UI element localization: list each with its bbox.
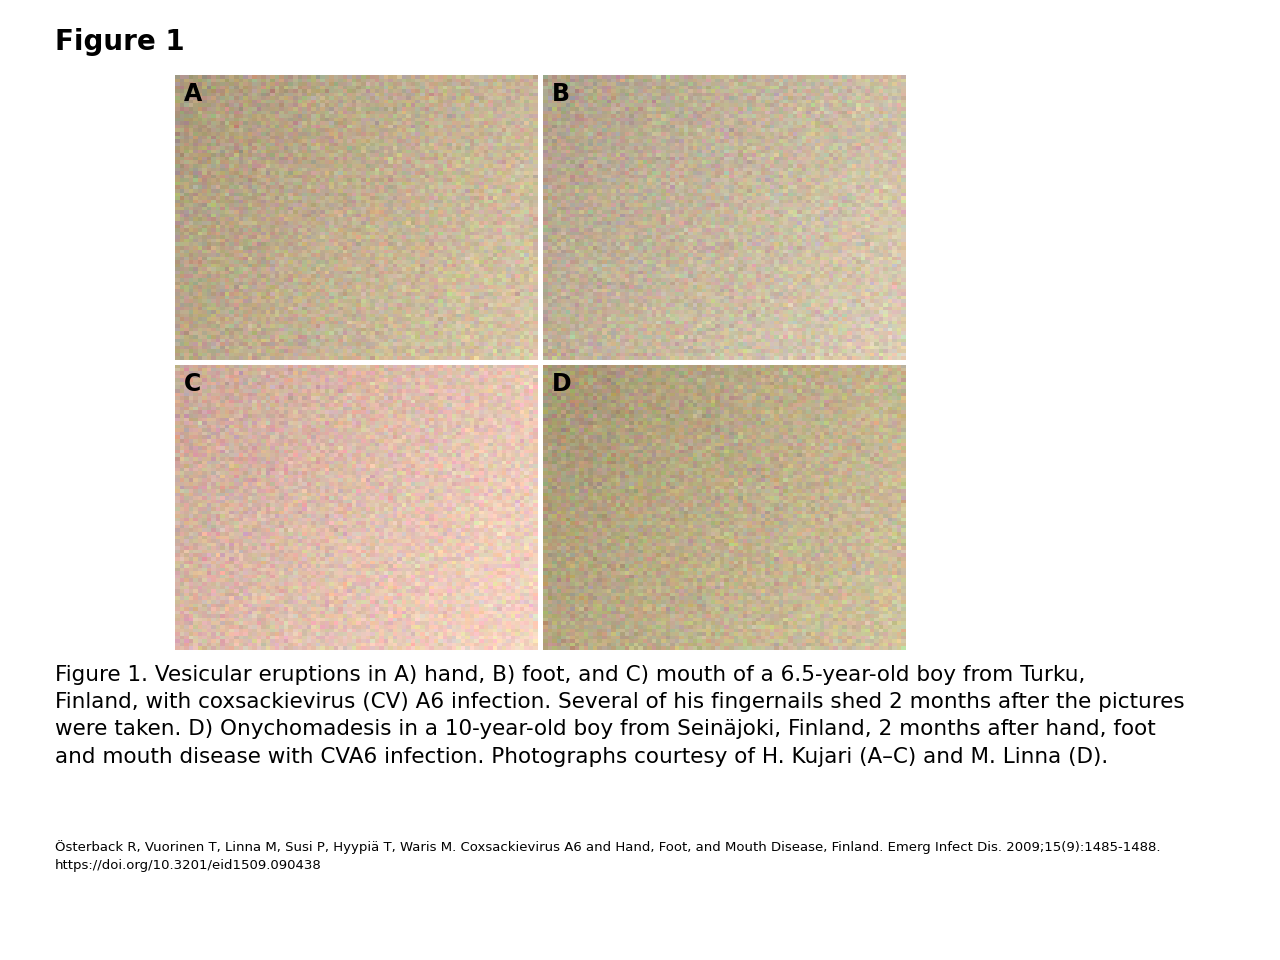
Text: Figure 1: Figure 1 <box>55 28 184 56</box>
Text: B: B <box>552 83 570 107</box>
Text: D: D <box>552 372 571 396</box>
Text: C: C <box>184 372 201 396</box>
Text: Österback R, Vuorinen T, Linna M, Susi P, Hyypiä T, Waris M. Coxsackievirus A6 a: Österback R, Vuorinen T, Linna M, Susi P… <box>55 840 1161 872</box>
Text: A: A <box>184 83 202 107</box>
Text: Figure 1. Vesicular eruptions in A) hand, B) foot, and C) mouth of a 6.5-year-ol: Figure 1. Vesicular eruptions in A) hand… <box>55 665 1184 767</box>
